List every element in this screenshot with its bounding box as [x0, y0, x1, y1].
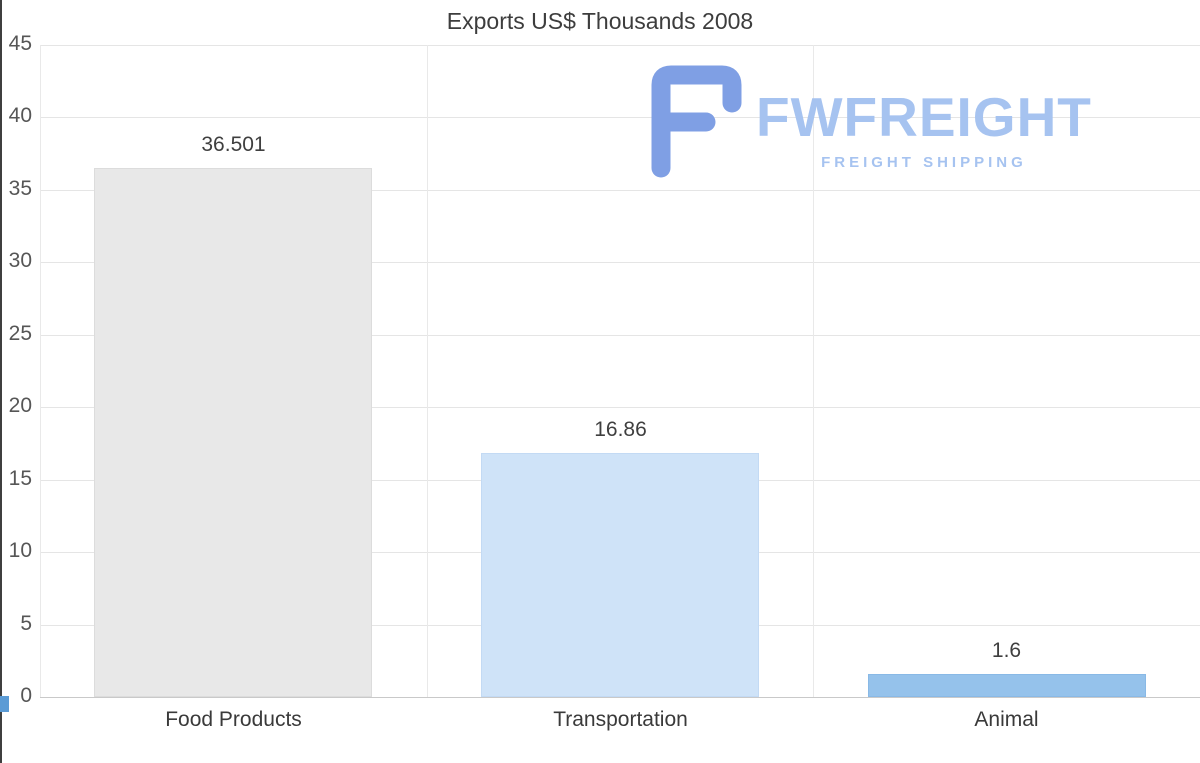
- v-gridline: [427, 45, 428, 697]
- logo-text-block: FWFREIGHT FREIGHT SHIPPING: [756, 86, 1092, 172]
- category-label-transportation: Transportation: [553, 708, 688, 731]
- logo-wordmark: FWFREIGHT: [756, 86, 1092, 148]
- h-gridline: [40, 117, 1200, 118]
- y-tick-label: 30: [8, 249, 32, 272]
- y-tick-label: 5: [20, 612, 32, 635]
- bar-animal: [868, 674, 1146, 697]
- x-axis: Food Products Transportation Animal: [40, 708, 1200, 742]
- bar-transportation: [481, 453, 759, 697]
- fwfreight-f-icon: [646, 64, 742, 185]
- y-tick-label: 15: [8, 467, 32, 490]
- bar-food-products: [94, 168, 372, 697]
- y-tick-label: 40: [8, 104, 32, 127]
- chart-title: Exports US$ Thousands 2008: [446, 8, 754, 34]
- left-axis-line: [0, 0, 2, 763]
- y-tick-label: 35: [8, 177, 32, 200]
- category-label-animal: Animal: [974, 708, 1039, 731]
- logo: FWFREIGHT FREIGHT SHIPPING: [646, 64, 1092, 185]
- h-gridline: [40, 190, 1200, 191]
- bar-value-label: 1.6: [991, 639, 1022, 662]
- v-gridline: [813, 45, 814, 697]
- zero-tick-accent: [0, 696, 9, 712]
- h-gridline: [40, 45, 1200, 46]
- h-gridline: [40, 262, 1200, 263]
- h-gridline: [40, 335, 1200, 336]
- plot-area: 36.501 16.86 1.6: [40, 45, 1200, 698]
- y-tick-label: 20: [8, 394, 32, 417]
- bar-value-label: 36.501: [201, 133, 266, 156]
- y-tick-label: 25: [8, 322, 32, 345]
- category-label-food-products: Food Products: [165, 708, 302, 731]
- y-tick-label: 45: [8, 32, 32, 55]
- x-baseline: [40, 697, 1200, 698]
- logo-tagline: FREIGHT SHIPPING: [821, 154, 1027, 171]
- y-tick-label: 10: [8, 539, 32, 562]
- v-gridline: [40, 45, 41, 697]
- bar-value-label: 16.86: [594, 418, 647, 441]
- h-gridline: [40, 407, 1200, 408]
